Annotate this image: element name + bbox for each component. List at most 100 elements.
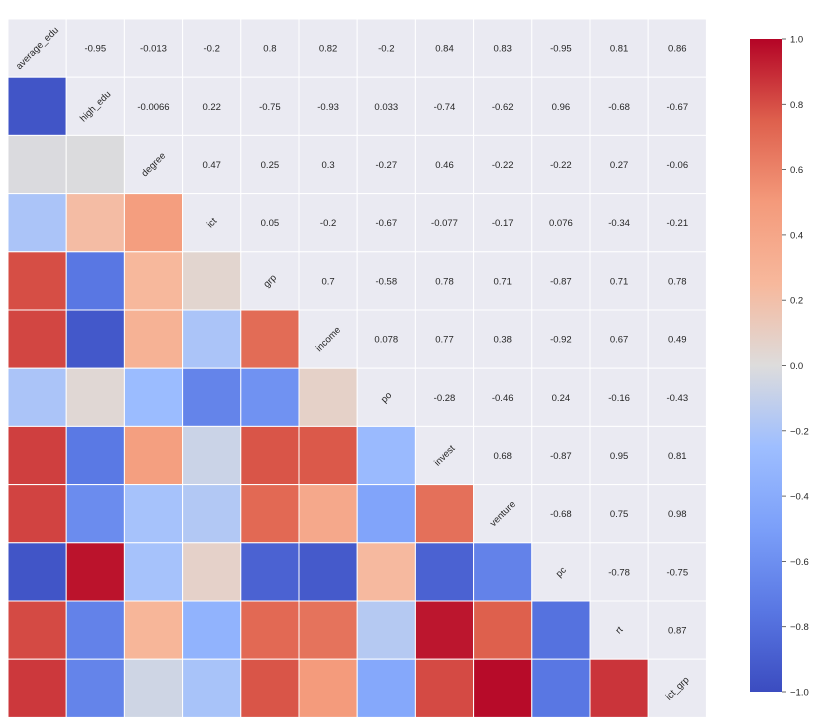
cell-value-label: 0.47 [202,160,221,171]
heatmap-cell [473,542,533,602]
label-cell [531,309,591,369]
diagonal-cell [240,251,300,311]
heatmap-cell [65,425,125,486]
heatmap-cell [7,425,67,486]
heatmap-cell [7,76,67,136]
cell-value-label: 0.25 [261,160,280,171]
heatmap-cell [123,193,184,253]
heatmap-cell [298,542,358,602]
heatmap-cell [7,367,67,427]
heatmap-cell [182,542,242,602]
cell-value-label: 0.68 [493,451,512,462]
label-cell [123,18,184,78]
upper-triangle-labels: -0.95 -0.013 -0.2 0.8 0.82 -0.2 0.84 0.83 -0.95 0… [84,44,688,637]
cell-value-label: 0.81 [668,451,687,462]
cell-value-label: -0.68 [608,102,630,113]
heatmap-cell [123,425,184,486]
cell-value-label: 0.22 [202,102,221,113]
cell-value-label: 0.98 [668,509,687,520]
cell-value-label: -0.16 [608,393,630,404]
label-cell [356,76,416,136]
heatmap-cell [182,600,242,660]
heatmap-cell [356,542,416,602]
heatmap-cell [414,600,475,660]
heatmap-cell [123,367,184,427]
heatmap-cell [240,658,300,718]
cell-value-label: 0.71 [493,276,512,287]
label-cell [589,76,649,136]
colorbar-ticks: 1.0 0.8 0.6 0.4 0.2 0.0 −0.2 −0.4 −0.6 −0.8 −1.0 [782,35,809,699]
cell-value-label: -0.2 [378,44,394,55]
cell-value-label: -0.75 [259,102,281,113]
cell-value-label: 0.67 [610,335,629,346]
heatmap-cell [298,658,358,718]
heatmap-cell [65,251,125,311]
diagonal-cell [473,484,533,544]
heatmap-cell [123,542,184,602]
diagonal-cell [7,18,67,78]
heatmap-cell [7,600,67,660]
cell-value-label: -0.74 [434,102,456,113]
colorbar-tick-label: −0.8 [790,622,809,633]
cell-value-label: 0.84 [435,44,454,55]
label-cell [298,134,358,195]
heatmap-cell [7,134,67,195]
cell-value-label: -0.46 [492,393,514,404]
cell-value-label: 0.033 [374,102,398,113]
colorbar-tick-label: −1.0 [790,688,809,699]
label-cell [531,425,591,486]
cell-value-label: 0.38 [493,335,512,346]
cell-value-label: 0.24 [552,393,571,404]
cell-value-label: 0.81 [610,44,629,55]
cell-value-label: -0.22 [492,160,514,171]
heatmap-cell [298,367,358,427]
cell-value-label: -0.2 [204,44,220,55]
heatmap-cell [356,658,416,718]
label-cell [531,134,591,195]
cell-value-label: -0.013 [140,44,167,55]
colorbar-tick-label: −0.6 [790,557,809,568]
label-cell [182,134,242,195]
label-cell [473,193,533,253]
cell-value-label: -0.28 [434,393,456,404]
heatmap-cell [414,658,475,718]
cell-value-label: -0.27 [375,160,397,171]
cell-value-label: -0.34 [608,218,630,229]
heatmap-cell [182,367,242,427]
cell-value-label: 0.86 [668,44,687,55]
cell-value-label: 0.7 [321,276,334,287]
cell-value-label: -0.78 [608,567,630,578]
heatmap-cell [182,251,242,311]
label-cell [531,193,591,253]
heatmap-cell [123,658,184,718]
label-cell [414,367,475,427]
cell-value-label: -0.75 [666,567,688,578]
colorbar-tick-label: 1.0 [790,35,803,46]
heatmap-cell [473,658,533,718]
label-cell [647,134,707,195]
heatmap-cell [298,425,358,486]
label-cell [531,251,591,311]
cell-value-label: -0.92 [550,335,572,346]
label-cell [531,76,591,136]
label-cell [531,367,591,427]
heatmap-cell [182,425,242,486]
label-cell [647,76,707,136]
heatmap-cell [123,251,184,311]
heatmap-cell [531,600,591,660]
heatmap-cell [240,367,300,427]
heatmap-cell [240,542,300,602]
cell-value-label: 0.71 [610,276,629,287]
label-cell [414,76,475,136]
heatmap-cell [414,484,475,544]
heatmap-cell [240,425,300,486]
heatmap-cell [182,484,242,544]
label-cell [473,76,533,136]
colorbar-tick-label: 0.2 [790,296,803,307]
cell-value-label: -0.06 [666,160,688,171]
heatmap-cell [356,425,416,486]
heatmap-cell [298,484,358,544]
heatmap-cell [65,309,125,369]
cell-value-label: 0.05 [261,218,280,229]
